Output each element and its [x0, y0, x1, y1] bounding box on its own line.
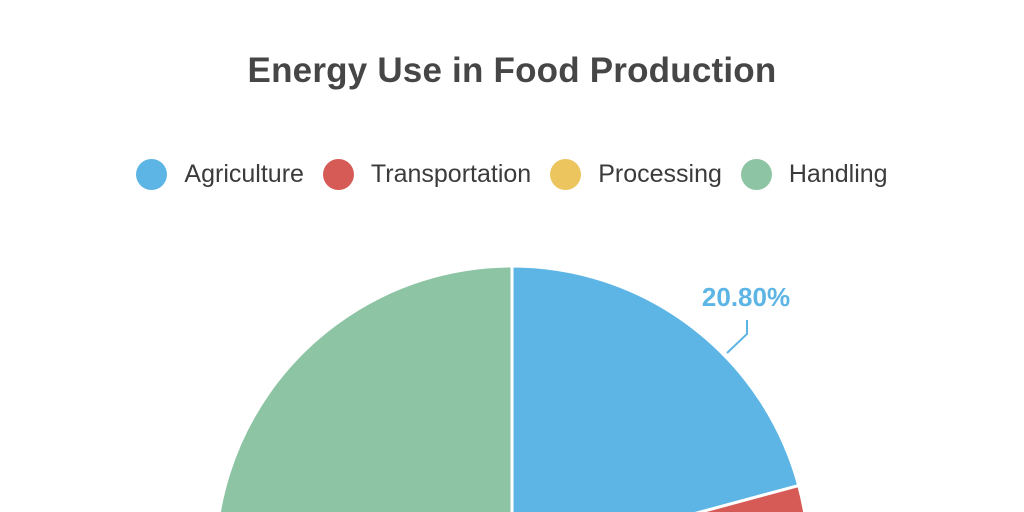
- agriculture-legend-dot-icon: [136, 159, 168, 190]
- label-leader-line: [726, 320, 748, 354]
- transportation-legend-dot-icon: [322, 159, 354, 190]
- legend-item-handling[interactable]: Handling: [740, 159, 888, 190]
- legend-label: Transportation: [370, 160, 532, 188]
- legend-item-agriculture[interactable]: Agriculture: [136, 159, 304, 190]
- legend: Agriculture Transportation Processing Ha…: [0, 159, 1024, 190]
- pie-slice-handling[interactable]: [215, 264, 514, 512]
- legend-label: Processing: [598, 160, 722, 188]
- handling-legend-dot-icon: [740, 159, 772, 190]
- legend-label: Handling: [788, 160, 888, 188]
- pie-slice-value-label: 20.80%: [702, 282, 790, 312]
- pie-slice-agriculture[interactable]: [510, 264, 801, 512]
- legend-item-processing[interactable]: Processing: [550, 159, 722, 190]
- pie-slice-transportation[interactable]: [512, 484, 809, 512]
- chart-title: Energy Use in Food Production: [247, 51, 777, 90]
- legend-item-transportation[interactable]: Transportation: [322, 159, 532, 190]
- processing-legend-dot-icon: [550, 159, 582, 190]
- legend-label: Agriculture: [184, 160, 304, 188]
